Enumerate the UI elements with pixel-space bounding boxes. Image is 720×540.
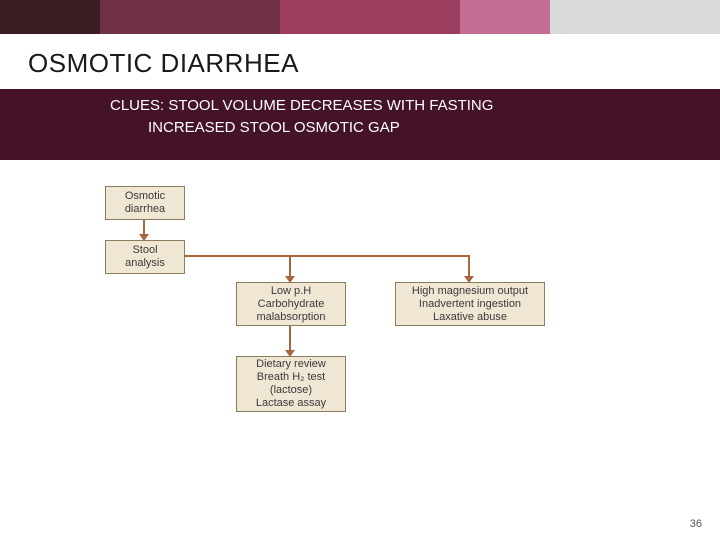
clues-line-1: CLUES: STOOL VOLUME DECREASES WITH FASTI… (110, 95, 720, 117)
node-line: Low p.H (271, 285, 311, 298)
node-line: Dietary review (256, 358, 326, 371)
clues-line-2: INCREASED STOOL OSMOTIC GAP (110, 117, 720, 139)
arrowhead-icon (285, 350, 295, 357)
node-line: Carbohydrate (258, 298, 325, 311)
node-line: (lactose) (270, 384, 312, 397)
edge-branch-horizontal (184, 255, 470, 257)
node-line: Laxative abuse (433, 311, 507, 324)
node-line: Lactase assay (256, 397, 326, 410)
node-osmotic-diarrhea: Osmoticdiarrhea (105, 186, 185, 220)
edge-to-high-mg (468, 256, 470, 276)
edge-n1-n2 (143, 220, 145, 234)
page-number: 36 (690, 518, 702, 530)
topbar-seg-5 (550, 0, 720, 34)
topbar-seg-4 (460, 0, 550, 34)
flowchart: Osmoticdiarrhea Stoolanalysis Low p.HCar… (0, 160, 720, 500)
node-line: analysis (125, 257, 165, 270)
arrowhead-icon (285, 276, 295, 283)
node-line: High magnesium output (412, 285, 528, 298)
node-line: Osmotic (125, 190, 165, 203)
arrowhead-icon (139, 234, 149, 241)
arrowhead-icon (464, 276, 474, 283)
edge-to-low-ph (289, 256, 291, 276)
clues-block: CLUES: STOOL VOLUME DECREASES WITH FASTI… (0, 89, 720, 160)
node-dietary-review: Dietary reviewBreath H₂ test(lactose)Lac… (236, 356, 346, 412)
edge-lowph-dietary (289, 326, 291, 350)
node-stool-analysis: Stoolanalysis (105, 240, 185, 274)
node-line: malabsorption (256, 311, 325, 324)
topbar-seg-3 (280, 0, 460, 34)
node-line: Stool (132, 244, 157, 257)
node-high-magnesium: High magnesium outputInadvertent ingesti… (395, 282, 545, 326)
title-row: OSMOTIC DIARRHEA (0, 34, 720, 89)
topbar-seg-1 (0, 0, 100, 34)
node-low-ph: Low p.HCarbohydratemalabsorption (236, 282, 346, 326)
node-line: Inadvertent ingestion (419, 298, 521, 311)
slide-title: OSMOTIC DIARRHEA (28, 48, 720, 79)
slide-header: OSMOTIC DIARRHEA CLUES: STOOL VOLUME DEC… (0, 34, 720, 160)
topbar-seg-2 (100, 0, 280, 34)
top-accent-bar (0, 0, 720, 34)
node-line: Breath H₂ test (257, 371, 325, 384)
node-line: diarrhea (125, 203, 165, 216)
